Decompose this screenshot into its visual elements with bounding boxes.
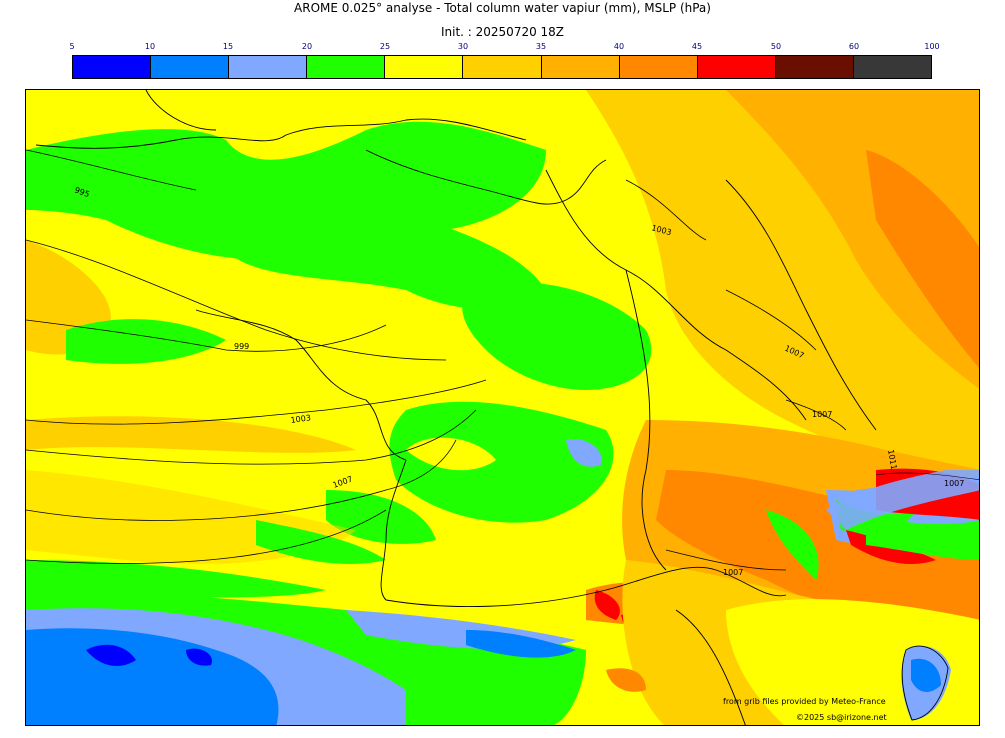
colorbar-tick: 10: [144, 42, 156, 51]
water-vapour-field: 995 999 1003 1007 1003 1007 1007 1011 10…: [26, 90, 979, 725]
isobar-label: 1011: [886, 449, 898, 471]
colorbar-tick: 40: [613, 42, 625, 51]
isobar-label: 1007: [944, 479, 964, 488]
colorbar-tick: 35: [535, 42, 547, 51]
colorbar-tick: 20: [301, 42, 313, 51]
colorbar-swatch: [853, 56, 932, 78]
coastlines-borders: [35, 90, 949, 725]
colorbar-tick: 25: [379, 42, 391, 51]
colorbar-swatch: [463, 56, 542, 78]
init-time: Init. : 20250720 18Z: [440, 25, 565, 39]
map-title: AROME 0.025° analyse - Total column wate…: [294, 1, 711, 15]
colorbar-swatch: [697, 56, 776, 78]
colorbar-tick: 45: [691, 42, 703, 51]
colorbar-swatch: [73, 56, 152, 78]
isobar-label: 1003: [290, 413, 311, 425]
data-source-credit: from grib files provided by Meteo-France: [723, 697, 886, 706]
colorbar-tick: 15: [222, 42, 234, 51]
colorbar-swatch: [541, 56, 620, 78]
isobar-label: 999: [234, 342, 249, 351]
colorbar-tick: 5: [69, 42, 75, 51]
colorbar-tick: 50: [770, 42, 782, 51]
colorbar: [72, 55, 932, 79]
colorbar-swatch: [619, 56, 698, 78]
colorbar-swatch: [385, 56, 464, 78]
isobar-label: 1007: [812, 410, 832, 419]
isobar-lines: [26, 149, 847, 571]
colorbar-swatch: [775, 56, 854, 78]
colorbar-ticks: 5 10 15 20 25 30 35 40 45 50 60 100: [69, 42, 939, 54]
colorbar-swatch: [151, 56, 230, 78]
copyright-credit: ©2025 sb@irizone.net: [796, 713, 887, 722]
colorbar-tick: 60: [848, 42, 860, 51]
colorbar-swatch: [229, 56, 308, 78]
map-area[interactable]: 995 999 1003 1007 1003 1007 1007 1011 10…: [25, 89, 980, 726]
colorbar-swatch: [307, 56, 386, 78]
colorbar-tick: 100: [924, 42, 940, 51]
isobar-label: 1007: [723, 568, 743, 577]
isobar-labels: 995 999 1003 1007 1003 1007 1007 1011 10…: [73, 185, 964, 577]
colorbar-tick: 30: [457, 42, 469, 51]
